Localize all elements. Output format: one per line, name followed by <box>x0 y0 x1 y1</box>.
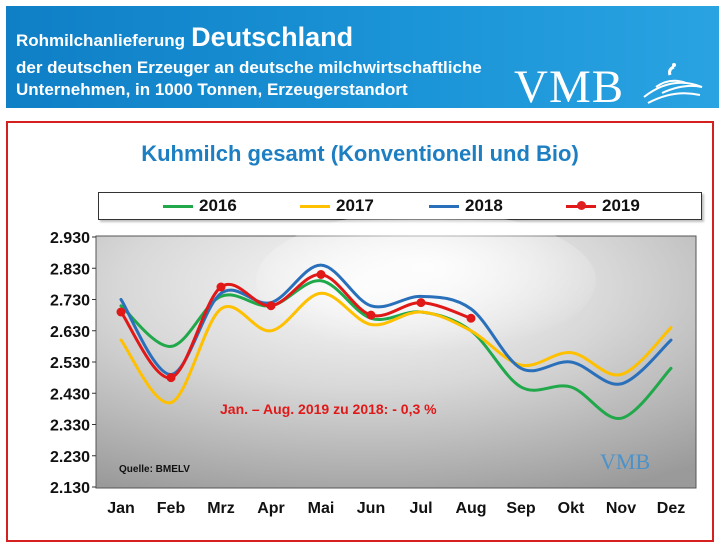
series-line-2017 <box>119 291 673 405</box>
data-point-2019 <box>266 301 276 311</box>
plot-area <box>95 211 697 489</box>
y-tick-label: 2.630 <box>50 324 90 341</box>
y-axis: 2.930 2.830 2.730 2.630 2.530 2.430 2.330 2.230… <box>50 230 96 497</box>
x-tick-label: Jun <box>357 500 385 517</box>
series-lines <box>119 263 673 420</box>
milk-splash <box>256 211 596 351</box>
y-tick-label: 2.830 <box>50 261 90 278</box>
y-tick-label: 2.130 <box>50 480 90 497</box>
series-markers <box>116 270 476 383</box>
x-axis: Jan Feb Mrz Apr Mai Jun Jul Aug Sep Okt Nov Dez <box>107 500 685 517</box>
header-subtitle-line-1: der deutschen Erzeuger an deutsche milch… <box>16 58 482 77</box>
y-tick-label: 2.330 <box>50 418 90 435</box>
legend-label-2017: 2017 <box>336 196 374 215</box>
header-title-country: Deutschland <box>191 22 354 52</box>
legend-label-2018: 2018 <box>465 196 503 215</box>
header-title-prefix: Rohmilchanlieferung <box>16 31 186 50</box>
x-tick-label: Jan <box>107 500 135 517</box>
x-tick-label: Apr <box>257 500 285 517</box>
legend-label-2019: 2019 <box>602 196 640 215</box>
legend-swatch-2016 <box>163 205 193 208</box>
legend-label-2016: 2016 <box>199 196 237 215</box>
header-banner: Rohmilchanlieferung Deutschland der deuts… <box>6 6 719 113</box>
data-point-2019 <box>316 270 326 279</box>
y-tick-label: 2.230 <box>50 449 90 466</box>
chart-title: Kuhmilch gesamt (Konventionell und Bio) <box>141 141 579 166</box>
x-tick-label: Mai <box>308 500 335 517</box>
data-point-2019 <box>466 313 476 323</box>
data-point-2019 <box>216 282 226 292</box>
chart-annotation: Jan. – Aug. 2019 zu 2018: - 0,3 % <box>220 401 437 417</box>
vmb-logo: VMB <box>514 61 625 113</box>
x-tick-label: Dez <box>657 500 685 517</box>
header-subtitle-line-2: Unternehmen, in 1000 Tonnen, Erzeugersta… <box>16 80 408 99</box>
y-tick-label: 2.930 <box>50 230 90 247</box>
chart-source: Quelle: BMELV <box>119 464 190 475</box>
data-point-2019 <box>166 373 176 383</box>
legend-swatch-2017 <box>300 205 330 208</box>
series-line-2018 <box>119 263 673 386</box>
x-tick-label: Feb <box>157 500 186 517</box>
data-point-2019 <box>416 298 426 308</box>
x-tick-label: Okt <box>558 500 585 517</box>
x-tick-label: Mrz <box>207 500 235 517</box>
swirl-icon <box>643 63 703 104</box>
y-tick-label: 2.430 <box>50 386 90 403</box>
data-point-2019 <box>116 307 126 317</box>
y-tick-label: 2.730 <box>50 293 90 310</box>
legend-swatch-2018 <box>429 205 459 208</box>
y-tick-label: 2.530 <box>50 355 90 372</box>
x-tick-label: Nov <box>606 500 636 517</box>
legend-marker-2019 <box>577 201 586 210</box>
x-tick-label: Sep <box>506 500 536 517</box>
watermark-logo: VMB <box>600 449 650 474</box>
data-point-2019 <box>366 310 376 320</box>
header-title: Rohmilchanlieferung Deutschland <box>16 22 353 53</box>
x-tick-label: Aug <box>455 500 486 517</box>
x-tick-label: Jul <box>409 500 432 517</box>
